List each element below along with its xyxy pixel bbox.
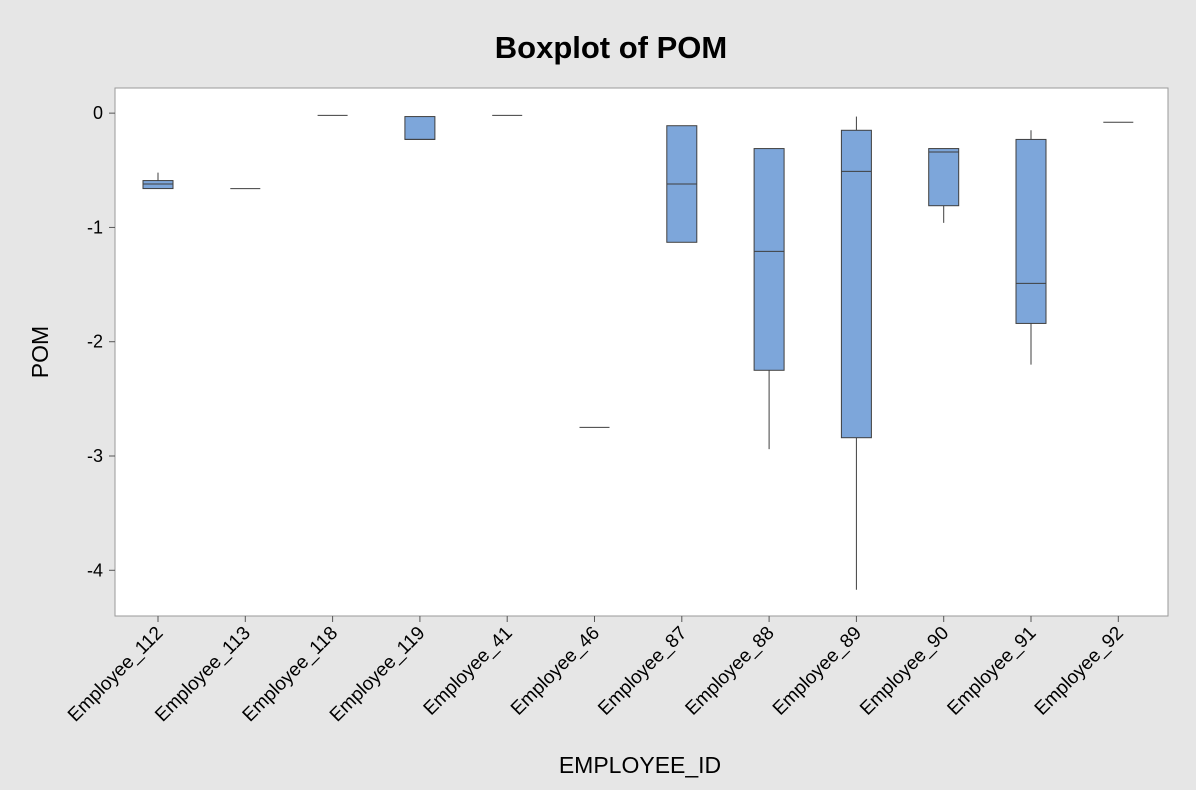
box-employee-112 xyxy=(142,172,174,190)
box-iqr xyxy=(840,129,872,439)
box-iqr xyxy=(142,180,174,190)
box-iqr xyxy=(1015,138,1047,324)
box-employee-90 xyxy=(928,148,960,223)
box-employee-88 xyxy=(753,148,785,450)
plot-area xyxy=(114,87,1169,617)
y-tick-label: -1 xyxy=(87,217,103,237)
box-employee-119 xyxy=(404,116,436,140)
y-tick-label: -2 xyxy=(87,332,103,352)
box-iqr xyxy=(404,116,436,140)
x-axis-title: EMPLOYEE_ID xyxy=(559,752,721,778)
box-employee-87 xyxy=(666,125,698,243)
y-tick-label: 0 xyxy=(93,103,103,123)
chart-title: Boxplot of POM xyxy=(495,30,727,65)
box-employee-91 xyxy=(1015,130,1047,365)
y-axis: 0 -1 -2 -3 -4 xyxy=(87,103,115,580)
box-series xyxy=(142,114,1134,590)
y-tick-label: -3 xyxy=(87,446,103,466)
y-tick-label: -4 xyxy=(87,560,103,580)
box-iqr xyxy=(753,148,785,371)
y-axis-title: POM xyxy=(27,326,53,378)
box-iqr xyxy=(928,148,960,207)
box-employee-89 xyxy=(840,116,872,590)
